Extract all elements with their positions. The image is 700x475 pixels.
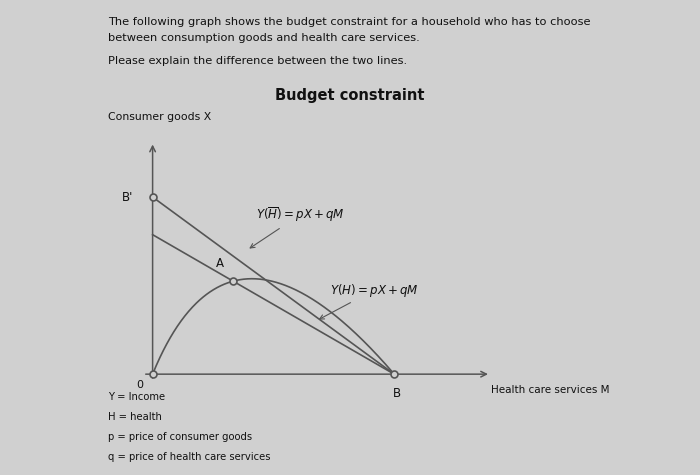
Text: H = health: H = health bbox=[108, 412, 162, 422]
Text: Health care services M: Health care services M bbox=[491, 385, 609, 395]
Text: between consumption goods and health care services.: between consumption goods and health car… bbox=[108, 33, 420, 43]
Text: Consumer goods X: Consumer goods X bbox=[108, 112, 211, 122]
Text: $Y(H) = pX + qM$: $Y(H) = pX + qM$ bbox=[320, 282, 419, 319]
Text: $Y(\overline{H}) = pX + qM$: $Y(\overline{H}) = pX + qM$ bbox=[250, 205, 344, 248]
Text: The following graph shows the budget constraint for a household who has to choos: The following graph shows the budget con… bbox=[108, 17, 591, 27]
Text: A: A bbox=[216, 257, 223, 270]
Text: B: B bbox=[393, 388, 402, 400]
Text: Budget constraint: Budget constraint bbox=[275, 88, 425, 103]
Text: p = price of consumer goods: p = price of consumer goods bbox=[108, 432, 253, 442]
Text: Please explain the difference between the two lines.: Please explain the difference between th… bbox=[108, 56, 407, 66]
Text: 0: 0 bbox=[136, 380, 144, 390]
Text: B': B' bbox=[122, 190, 133, 204]
Text: q = price of health care services: q = price of health care services bbox=[108, 452, 271, 462]
Text: Y = Income: Y = Income bbox=[108, 392, 166, 402]
